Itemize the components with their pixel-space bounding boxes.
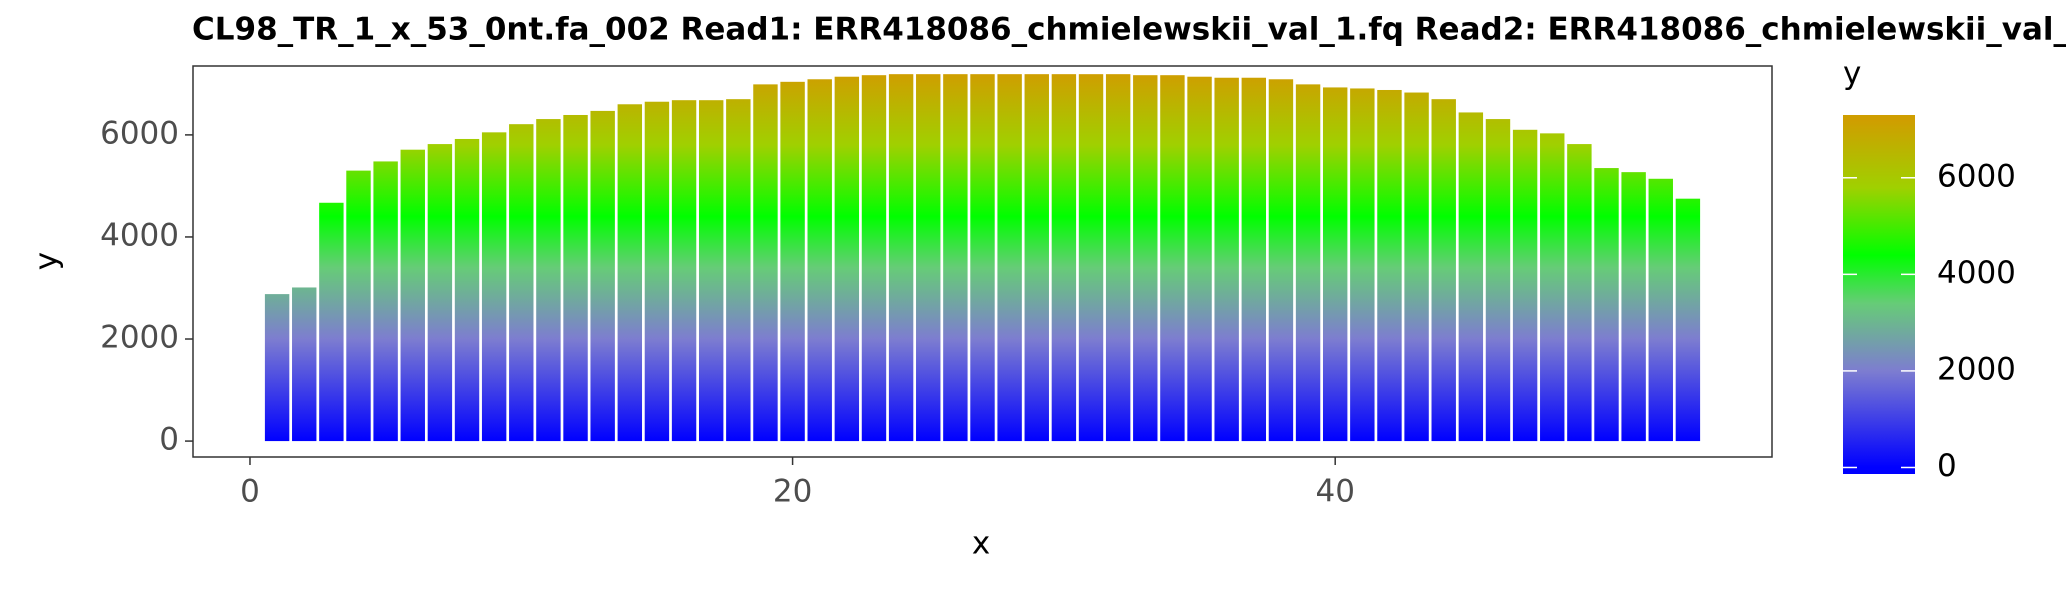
bar xyxy=(1594,168,1619,442)
bar xyxy=(1241,77,1267,442)
bar xyxy=(861,75,887,442)
bar xyxy=(970,74,995,442)
y-tick-label: 0 xyxy=(159,422,179,458)
bar xyxy=(1187,76,1212,442)
x-tick-label: 20 xyxy=(773,474,812,510)
bar xyxy=(1567,144,1592,442)
bar xyxy=(292,287,317,442)
bar xyxy=(481,132,507,442)
bar xyxy=(1160,75,1185,442)
bar xyxy=(807,79,832,442)
bar xyxy=(997,74,1022,442)
bar xyxy=(834,76,860,442)
bar xyxy=(536,119,561,442)
bar xyxy=(1350,88,1375,442)
bar xyxy=(1431,99,1456,442)
bar xyxy=(753,84,778,442)
bar xyxy=(427,144,453,442)
bar xyxy=(888,74,914,442)
bar xyxy=(1485,119,1511,442)
bar xyxy=(1458,112,1484,442)
chart-title: CL98_TR_1_x_53_0nt.fa_002 Read1: ERR4180… xyxy=(192,12,2066,48)
bar xyxy=(617,104,643,442)
bar xyxy=(1051,74,1077,442)
bar xyxy=(590,110,615,442)
bar xyxy=(1377,89,1402,442)
bar xyxy=(1404,92,1429,442)
bar xyxy=(319,202,344,442)
bar xyxy=(1024,74,1049,442)
legend-title: y xyxy=(1843,56,1861,92)
bar xyxy=(264,294,290,442)
bar xyxy=(1295,84,1321,442)
bar xyxy=(563,114,588,442)
bar xyxy=(1540,133,1565,442)
bar xyxy=(454,138,480,442)
legend-label: 2000 xyxy=(1937,351,2016,387)
y-tick-label: 6000 xyxy=(100,115,179,151)
bar xyxy=(1512,129,1538,442)
legend-label: 6000 xyxy=(1937,158,2016,194)
x-axis-label: x xyxy=(972,526,990,562)
bar xyxy=(1648,178,1673,442)
bar xyxy=(1675,198,1701,442)
bar xyxy=(1322,87,1348,442)
legend-label: 4000 xyxy=(1937,255,2016,291)
bar xyxy=(726,99,751,442)
bar xyxy=(1105,74,1131,442)
bar xyxy=(916,74,941,442)
bar xyxy=(346,170,371,442)
bar xyxy=(780,81,805,442)
bar xyxy=(698,100,724,442)
bar xyxy=(1621,172,1646,442)
y-tick-label: 4000 xyxy=(100,217,179,253)
y-axis-label: y xyxy=(29,252,65,270)
bar xyxy=(373,161,398,442)
bar xyxy=(400,149,425,442)
bar xyxy=(1133,75,1158,442)
x-tick-label: 0 xyxy=(240,474,260,510)
bar xyxy=(644,101,670,442)
bar xyxy=(1268,79,1294,442)
bar xyxy=(1214,77,1239,442)
x-tick-label: 40 xyxy=(1315,474,1354,510)
bar xyxy=(1078,74,1104,442)
bar xyxy=(509,124,534,442)
bar xyxy=(943,74,968,442)
y-tick-label: 2000 xyxy=(100,320,179,356)
legend-label: 0 xyxy=(1937,448,1957,484)
bar xyxy=(671,100,697,442)
colorbar xyxy=(1843,115,1915,474)
